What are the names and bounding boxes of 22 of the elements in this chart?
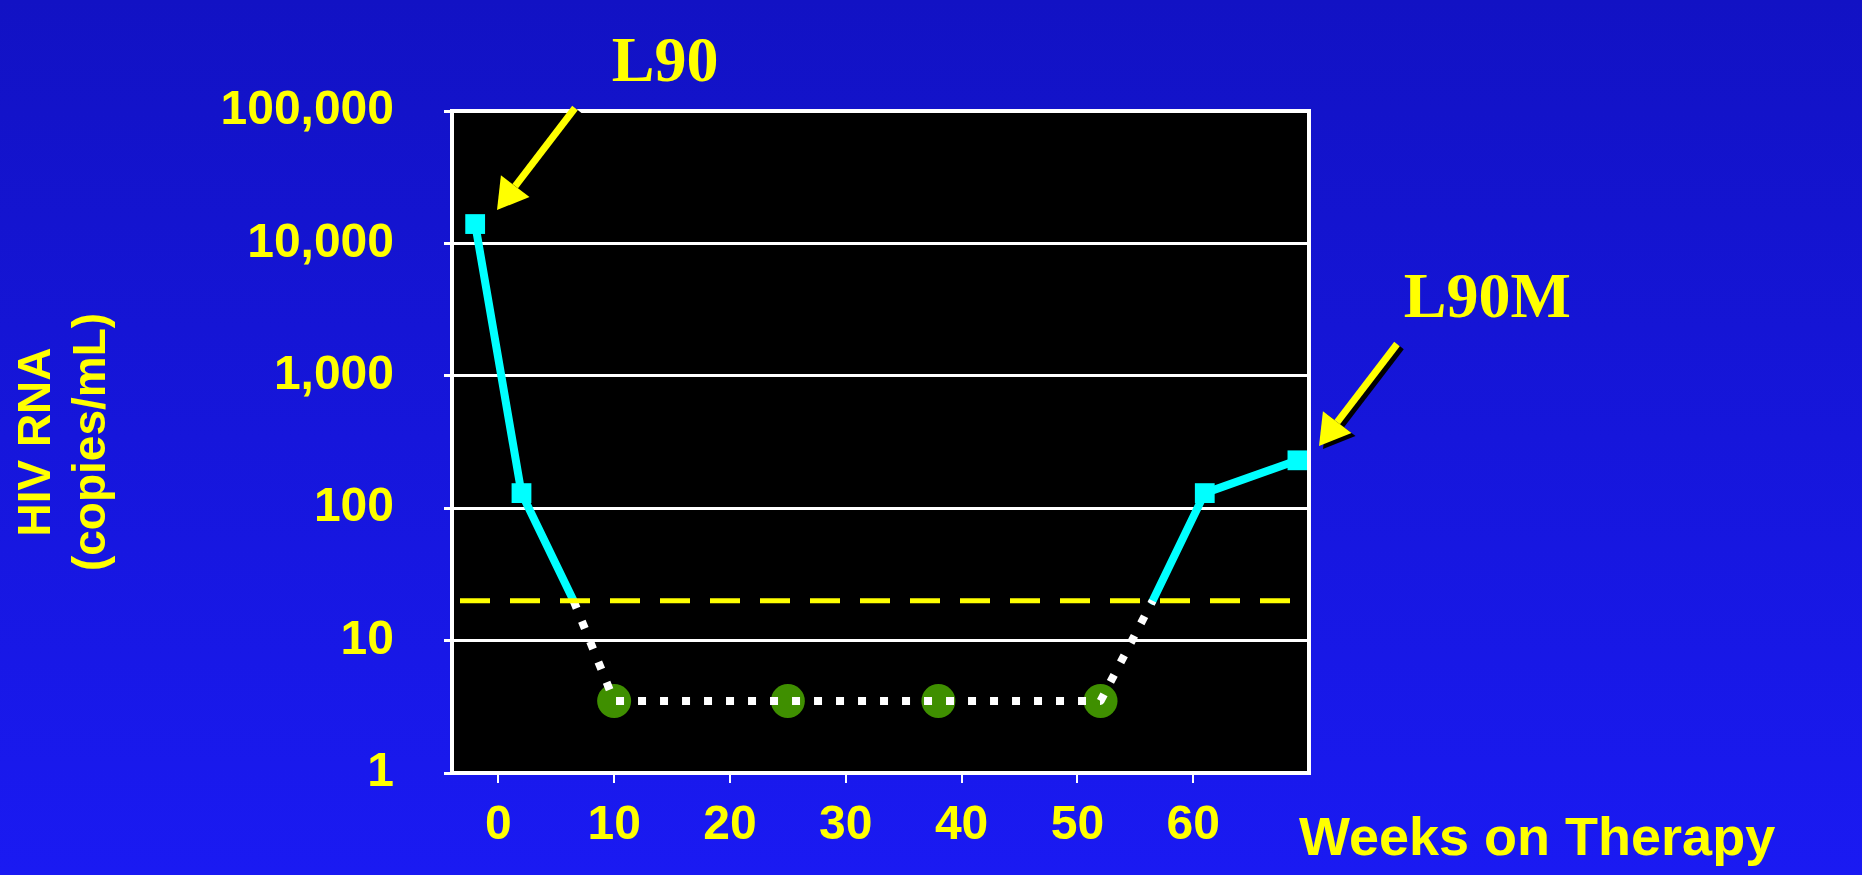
- x-tick-label: 20: [703, 796, 757, 850]
- y-tick-label: 10,000: [247, 213, 394, 267]
- y-axis-title: HIV RNA (copies/mL): [8, 312, 116, 572]
- annotation: L90M: [1403, 259, 1571, 331]
- y-tick-label: 100: [313, 478, 394, 532]
- point: [1287, 450, 1308, 471]
- x-tick-label: 0: [484, 796, 512, 850]
- y-tick-label: 100,000: [220, 81, 394, 135]
- y-tick-label: 1: [367, 743, 394, 797]
- point: [1083, 683, 1118, 718]
- x-tick-label: 10: [587, 796, 641, 850]
- point: [465, 214, 486, 234]
- x-tick-label: 40: [934, 796, 989, 850]
- x-tick-label: 30: [819, 796, 873, 850]
- x-axis-title: Weeks on Therapy: [1299, 805, 1776, 866]
- point: [511, 483, 532, 504]
- x-tick-label: 50: [1050, 796, 1105, 850]
- point: [1194, 483, 1215, 504]
- y-tick-label: 10: [340, 610, 394, 664]
- x-tick-label: 60: [1166, 796, 1220, 850]
- annotation: L90: [611, 23, 719, 95]
- y-tick-label: 1,000: [273, 346, 394, 400]
